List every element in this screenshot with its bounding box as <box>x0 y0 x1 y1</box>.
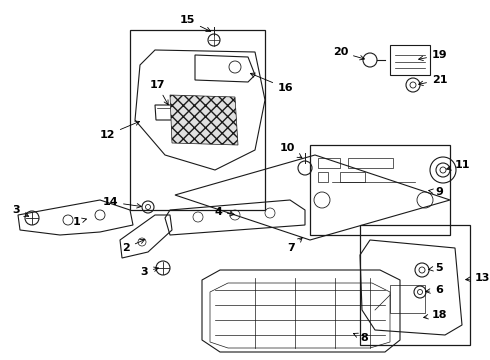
Bar <box>390 45 430 75</box>
Text: 20: 20 <box>333 47 365 60</box>
Bar <box>348 158 393 168</box>
Bar <box>318 158 340 168</box>
Text: 5: 5 <box>429 263 442 273</box>
Text: 6: 6 <box>426 285 443 295</box>
Text: 11: 11 <box>446 160 470 170</box>
Text: 17: 17 <box>149 80 168 105</box>
Text: 8: 8 <box>353 333 368 343</box>
Bar <box>360 225 470 345</box>
Text: 3: 3 <box>140 267 158 277</box>
Text: 15: 15 <box>180 15 211 31</box>
Text: 10: 10 <box>280 143 302 158</box>
Text: 14: 14 <box>102 197 141 208</box>
Text: 7: 7 <box>287 238 302 253</box>
Text: 3: 3 <box>12 205 29 216</box>
Bar <box>318 172 328 182</box>
Text: 13: 13 <box>466 273 490 283</box>
Text: 12: 12 <box>99 121 140 140</box>
Text: 4: 4 <box>214 207 234 217</box>
Text: 1: 1 <box>72 217 86 227</box>
Text: 16: 16 <box>250 73 294 93</box>
Text: 2: 2 <box>122 239 145 253</box>
Bar <box>310 145 450 235</box>
Polygon shape <box>170 95 238 145</box>
Text: 19: 19 <box>418 50 448 60</box>
Bar <box>130 30 265 210</box>
Text: 9: 9 <box>429 187 443 197</box>
Text: 21: 21 <box>418 75 447 86</box>
Bar <box>340 172 365 182</box>
Bar <box>390 285 425 313</box>
Text: 18: 18 <box>424 310 447 320</box>
